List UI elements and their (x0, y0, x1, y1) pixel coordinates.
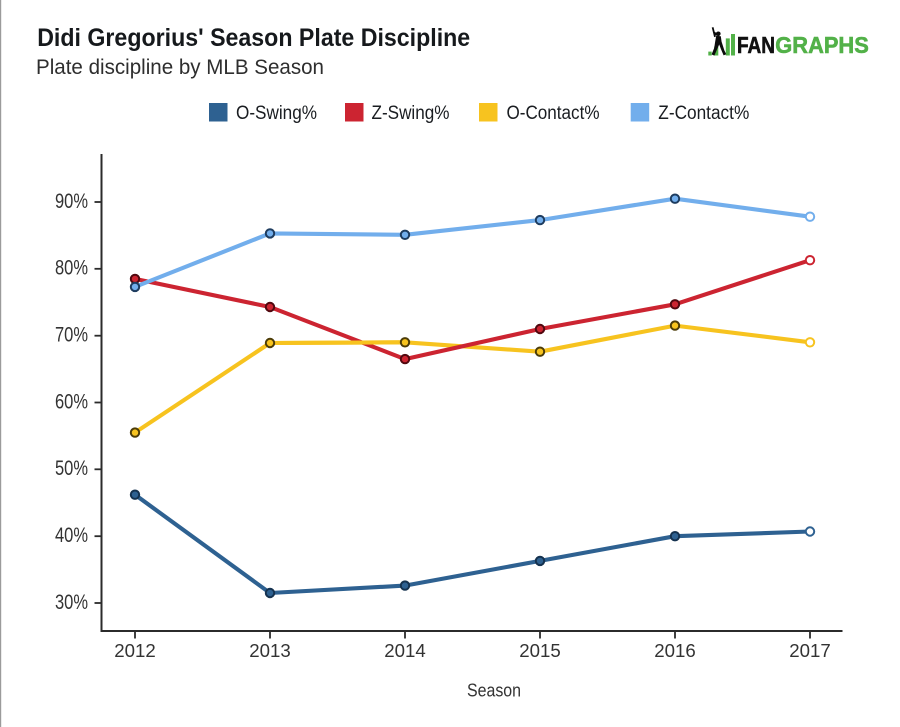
svg-text:Season: Season (467, 680, 521, 701)
svg-text:2013: 2013 (249, 640, 291, 661)
svg-text:40%: 40% (55, 524, 88, 547)
svg-text:30%: 30% (55, 591, 88, 614)
svg-text:Didi Gregorius' Season Plate D: Didi Gregorius' Season Plate Discipline (37, 24, 470, 52)
svg-text:2016: 2016 (654, 640, 696, 661)
svg-text:Plate discipline by MLB Season: Plate discipline by MLB Season (36, 56, 324, 79)
svg-text:60%: 60% (55, 390, 88, 413)
svg-text:O-Swing%: O-Swing% (236, 103, 317, 124)
svg-text:2012: 2012 (114, 640, 156, 661)
svg-text:2014: 2014 (384, 640, 426, 661)
svg-text:FAN: FAN (737, 32, 775, 58)
svg-text:O-Contact%: O-Contact% (507, 103, 600, 124)
svg-text:2015: 2015 (519, 640, 561, 661)
svg-text:70%: 70% (55, 324, 88, 347)
svg-text:50%: 50% (55, 457, 88, 480)
svg-text:Z-Swing%: Z-Swing% (372, 103, 450, 124)
svg-text:GRAPHS: GRAPHS (775, 32, 869, 58)
svg-text:Z-Contact%: Z-Contact% (658, 103, 749, 124)
svg-text:2017: 2017 (789, 640, 831, 661)
svg-text:90%: 90% (55, 190, 88, 213)
svg-text:80%: 80% (55, 257, 88, 280)
